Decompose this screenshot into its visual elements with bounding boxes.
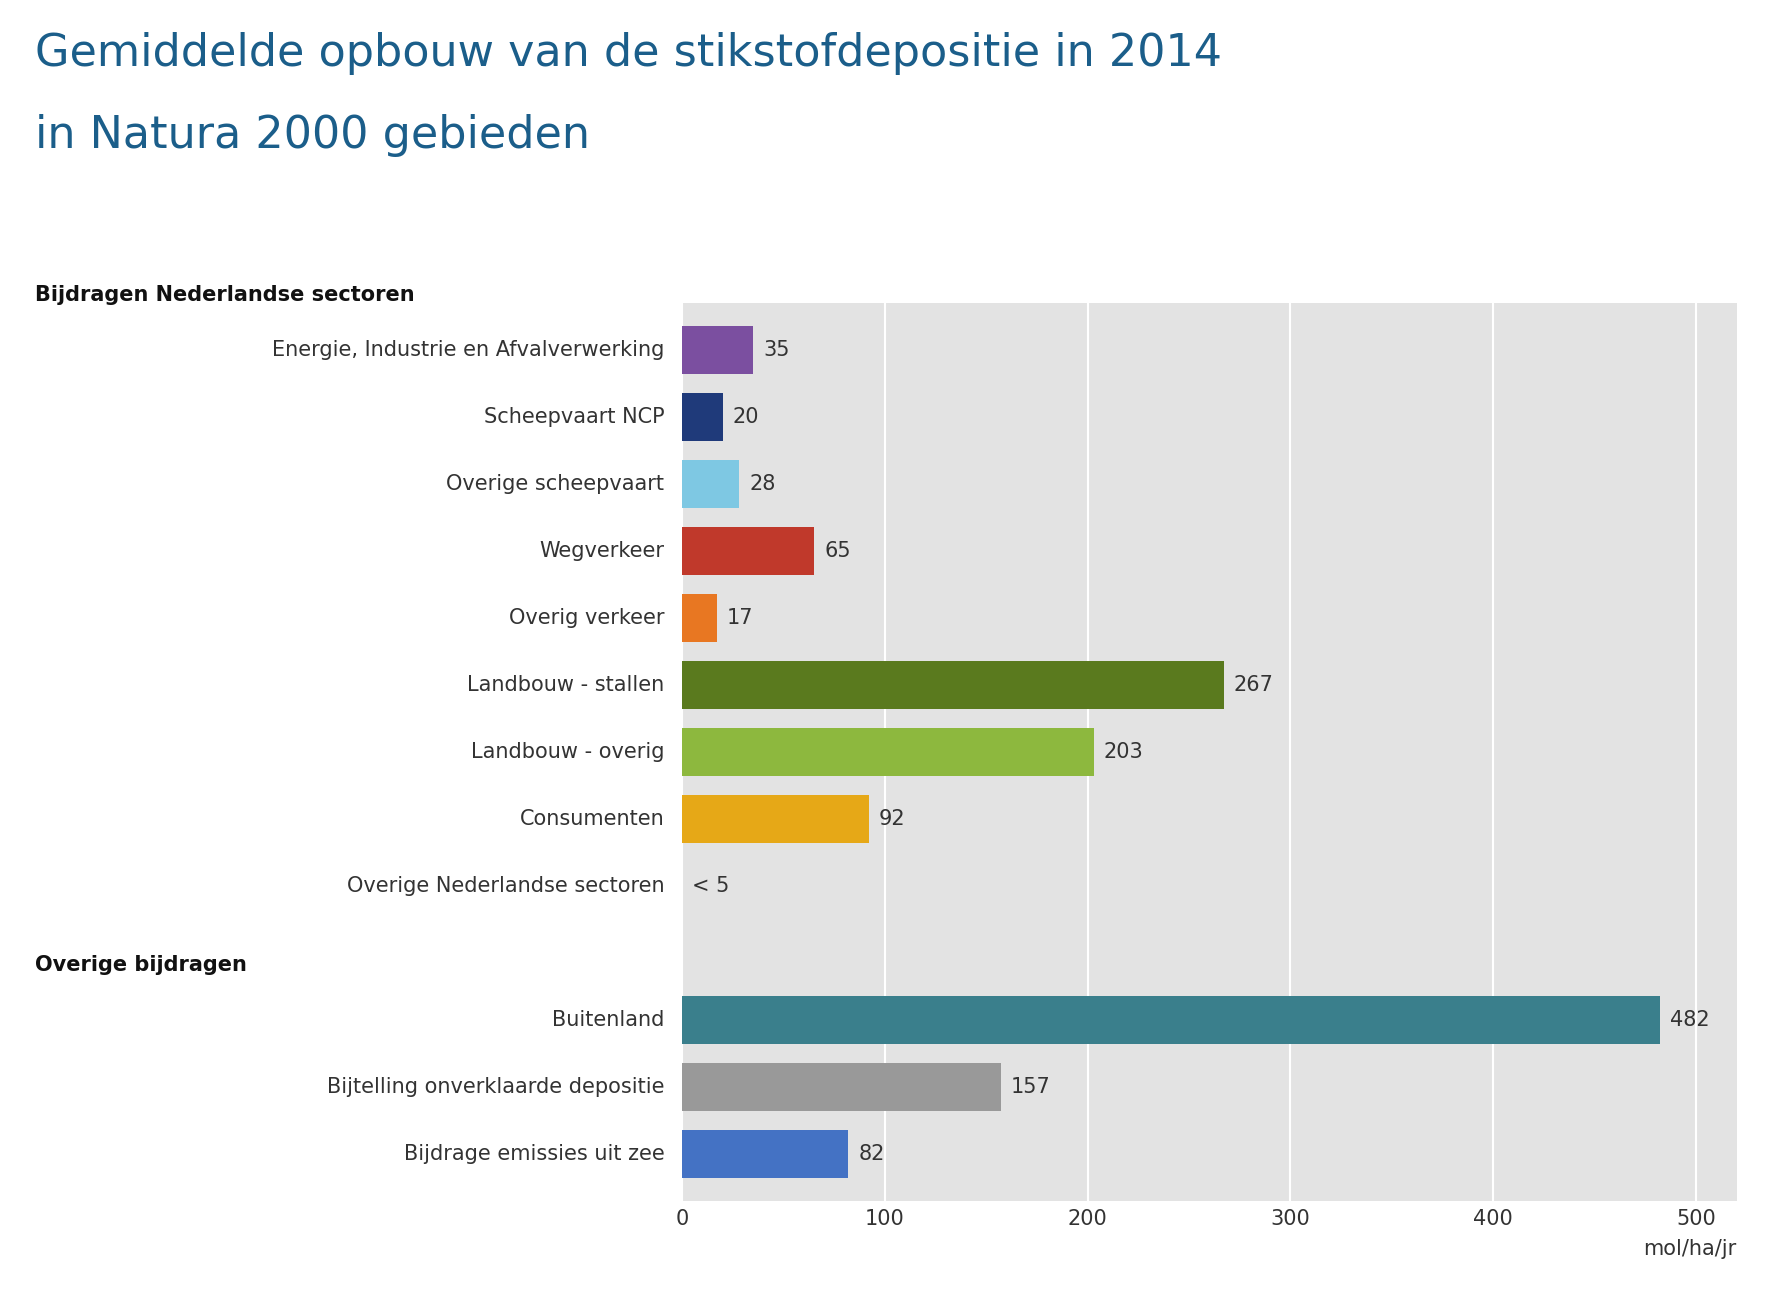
Text: Bijdrage emissies uit zee: Bijdrage emissies uit zee bbox=[404, 1144, 664, 1163]
Text: 28: 28 bbox=[750, 474, 776, 494]
Text: Landbouw - stallen: Landbouw - stallen bbox=[468, 675, 664, 695]
Text: Wegverkeer: Wegverkeer bbox=[539, 541, 664, 562]
Text: 157: 157 bbox=[1010, 1077, 1051, 1097]
Bar bbox=[682, 795, 868, 843]
Text: 92: 92 bbox=[879, 809, 905, 829]
Bar bbox=[682, 594, 716, 642]
Bar bbox=[682, 661, 1224, 709]
Text: 20: 20 bbox=[734, 407, 760, 427]
Text: 17: 17 bbox=[727, 608, 753, 629]
Text: < 5: < 5 bbox=[693, 875, 730, 896]
Bar bbox=[682, 1062, 1001, 1110]
Text: Landbouw - overig: Landbouw - overig bbox=[471, 742, 664, 762]
Text: Bijtelling onverklaarde depositie: Bijtelling onverklaarde depositie bbox=[328, 1077, 664, 1097]
Text: 267: 267 bbox=[1233, 675, 1274, 695]
Bar bbox=[682, 392, 723, 442]
Text: 482: 482 bbox=[1669, 1010, 1710, 1030]
Bar bbox=[682, 1130, 849, 1177]
Bar bbox=[682, 460, 739, 509]
Text: 203: 203 bbox=[1104, 742, 1143, 762]
Text: 82: 82 bbox=[859, 1144, 884, 1163]
Bar bbox=[682, 995, 1660, 1044]
Bar bbox=[682, 728, 1093, 776]
Text: Overige Nederlandse sectoren: Overige Nederlandse sectoren bbox=[347, 875, 664, 896]
Text: in Natura 2000 gebieden: in Natura 2000 gebieden bbox=[35, 114, 590, 156]
Text: Bijdragen Nederlandse sectoren: Bijdragen Nederlandse sectoren bbox=[35, 285, 415, 306]
Text: Gemiddelde opbouw van de stikstofdepositie in 2014: Gemiddelde opbouw van de stikstofdeposit… bbox=[35, 32, 1223, 75]
Text: Overige bijdragen: Overige bijdragen bbox=[35, 955, 248, 975]
Text: 65: 65 bbox=[824, 541, 851, 562]
Bar bbox=[682, 527, 813, 576]
Bar bbox=[682, 327, 753, 374]
Text: Overige scheepvaart: Overige scheepvaart bbox=[447, 474, 664, 494]
Text: Overig verkeer: Overig verkeer bbox=[509, 608, 664, 629]
Text: Scheepvaart NCP: Scheepvaart NCP bbox=[484, 407, 664, 427]
Text: 35: 35 bbox=[764, 341, 790, 360]
Text: Consumenten: Consumenten bbox=[519, 809, 664, 829]
Text: Buitenland: Buitenland bbox=[553, 1010, 664, 1030]
Text: mol/ha/jr: mol/ha/jr bbox=[1643, 1239, 1737, 1259]
Text: Energie, Industrie en Afvalverwerking: Energie, Industrie en Afvalverwerking bbox=[273, 341, 664, 360]
